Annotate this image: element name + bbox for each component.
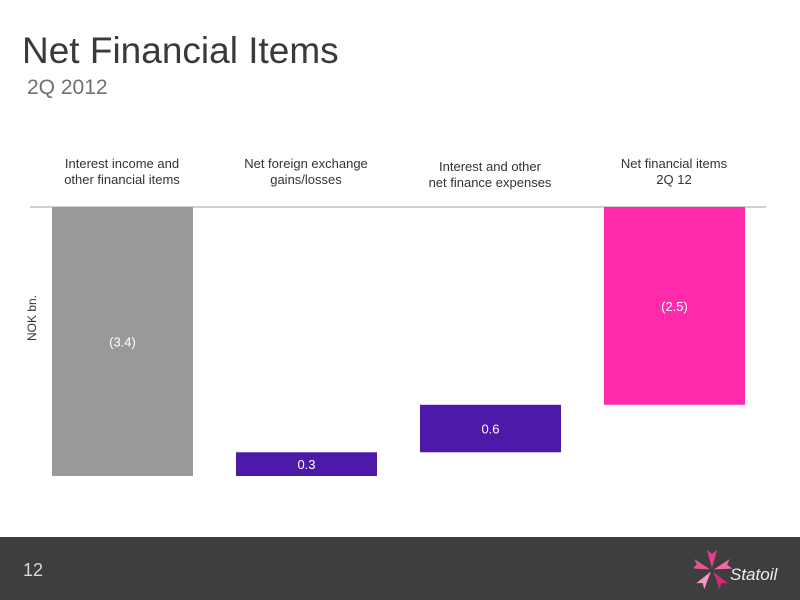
waterfall-chart: (3.4) 0.3 0.6 (2.5) — [30, 206, 766, 476]
category-label-3: Interest and other net finance expenses — [428, 159, 552, 190]
bar-1 — [52, 207, 193, 476]
bar-value-label-1: (3.4) — [109, 335, 136, 350]
statoil-star-icon — [691, 550, 733, 590]
logo-text: Statoil — [730, 565, 778, 584]
bar-value-label-3: 0.6 — [481, 422, 499, 437]
bar-3 — [420, 404, 561, 453]
footer-bar: 12 Statoil — [0, 537, 800, 600]
bar-4 — [604, 207, 745, 405]
bar-value-label-4: (2.5) — [661, 299, 688, 314]
category-label-4: Net financial items 2Q 12 — [620, 156, 728, 187]
bar-value-label-2: 0.3 — [297, 457, 315, 472]
category-label-2: Net foreign exchange gains/losses — [244, 156, 368, 187]
slide-title: Net Financial Items — [22, 30, 339, 71]
category-label-1: Interest income and other financial item… — [64, 156, 180, 187]
slide-subtitle: 2Q 2012 — [27, 76, 108, 99]
bar-2 — [236, 452, 377, 476]
statoil-logo: Statoil — [691, 546, 784, 594]
page-number: 12 — [23, 560, 44, 580]
